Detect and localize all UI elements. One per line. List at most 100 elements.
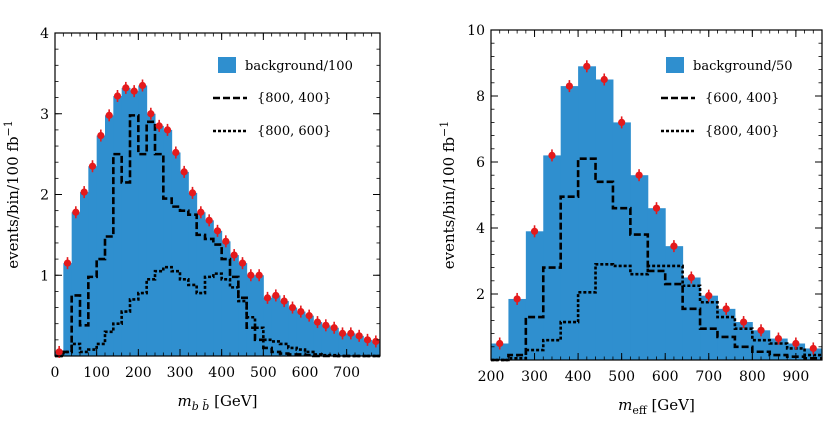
- background-bar: [171, 152, 181, 356]
- data-point: [792, 339, 800, 348]
- background-bar: [321, 325, 331, 356]
- data-point: [288, 303, 297, 312]
- background-bar: [155, 125, 164, 356]
- legend-label: {600, 400}: [705, 91, 779, 106]
- background-bar: [630, 175, 649, 360]
- data-point: [147, 110, 155, 118]
- data-point: [338, 329, 347, 337]
- data-point: [774, 334, 783, 343]
- data-point: [263, 294, 272, 302]
- x-tick-label: 400: [565, 369, 592, 385]
- background-bar: [88, 166, 98, 356]
- x-tick-label: 200: [478, 369, 505, 385]
- background-bar: [221, 241, 231, 356]
- data-point: [305, 312, 313, 320]
- x-tick-label: 200: [125, 365, 152, 381]
- background-bar: [130, 91, 139, 356]
- background-bar: [491, 343, 509, 360]
- background-bar: [121, 87, 131, 356]
- background-bar: [305, 315, 314, 356]
- chart-panel-1: 0 100 200 300 400 500 600 700 1 2 3 4 events/bin/100…: [2, 26, 381, 413]
- y-tick-label: 6: [476, 155, 485, 171]
- background-bar: [346, 333, 356, 356]
- y-tick-label: 8: [476, 89, 485, 105]
- x-tick-label: 400: [208, 365, 235, 381]
- background-bar: [288, 307, 298, 356]
- background-bar: [734, 322, 753, 360]
- legend: background/100 {800, 400} {800, 600}: [213, 57, 353, 139]
- x-tick-label: 600: [652, 369, 679, 385]
- data-point: [757, 326, 765, 334]
- data-point: [63, 259, 72, 267]
- x-tick-label: 600: [292, 365, 319, 381]
- data-point: [297, 307, 305, 316]
- background-bar: [717, 308, 736, 360]
- data-point: [740, 318, 748, 326]
- x-tick-label: 300: [167, 365, 194, 381]
- data-point: [138, 81, 147, 90]
- legend-label: {800, 600}: [257, 124, 331, 139]
- data-point: [313, 318, 322, 326]
- data-point: [652, 204, 661, 212]
- data-point: [205, 216, 213, 224]
- background-bar: [665, 246, 684, 360]
- x-tick-label: 100: [83, 365, 110, 381]
- data-point: [372, 337, 380, 346]
- x-axis-label: mb b̄ [GeV]: [178, 392, 258, 413]
- legend-swatch-background: [666, 57, 684, 73]
- background-bar: [508, 298, 527, 360]
- signal-line-1: [55, 114, 380, 358]
- background-bar: [355, 335, 364, 356]
- data-point: [155, 122, 163, 130]
- background-bar: [280, 301, 289, 356]
- data-point: [272, 291, 280, 300]
- background-bar: [96, 135, 106, 356]
- x-tick-label: 500: [250, 365, 277, 381]
- background-bar: [180, 171, 189, 356]
- background-bar: [63, 263, 73, 356]
- data-point: [230, 251, 238, 259]
- x-tick-label: 300: [521, 369, 548, 385]
- data-point: [197, 208, 205, 216]
- background-bar: [296, 311, 306, 356]
- data-point: [600, 75, 608, 84]
- y-tick-label: 4: [476, 221, 485, 237]
- data-point: [347, 329, 355, 337]
- data-point: [635, 171, 643, 179]
- background-bar: [196, 212, 206, 356]
- background-bar: [71, 212, 81, 356]
- data-point: [496, 339, 504, 348]
- background-bar: [578, 66, 597, 361]
- y-tick-label: 2: [476, 287, 485, 303]
- data-point: [222, 237, 230, 245]
- data-point: [565, 82, 573, 90]
- data-point: [88, 162, 97, 170]
- legend: background/50 {600, 400} {800, 400}: [661, 57, 793, 139]
- background-bar: [138, 85, 148, 357]
- background-bar: [338, 333, 348, 356]
- background-bar: [682, 277, 701, 360]
- x-tick-label: 700: [695, 369, 722, 385]
- background-bar: [238, 263, 248, 356]
- x-tick-label: 700: [333, 365, 360, 381]
- y-axis-label: events/bin/100 fb−1: [438, 121, 459, 270]
- signal-line-2: [491, 263, 822, 362]
- data-point: [213, 227, 222, 235]
- data-point: [188, 189, 197, 197]
- background-bar: [188, 192, 198, 356]
- x-tick-label: 0: [51, 365, 60, 381]
- background-bar: [255, 275, 264, 356]
- background-bar: [271, 295, 281, 356]
- background-bar: [543, 155, 562, 360]
- data-point: [530, 227, 539, 235]
- y-tick-label: 1: [40, 268, 49, 284]
- data-point: [355, 332, 363, 340]
- data-point: [705, 292, 713, 300]
- signal-line-2: [55, 265, 380, 358]
- data-point: [255, 271, 263, 279]
- y-tick-label: 10: [467, 23, 485, 39]
- data-point: [130, 87, 138, 95]
- background-bar: [230, 255, 239, 356]
- x-tick-label: 800: [739, 369, 766, 385]
